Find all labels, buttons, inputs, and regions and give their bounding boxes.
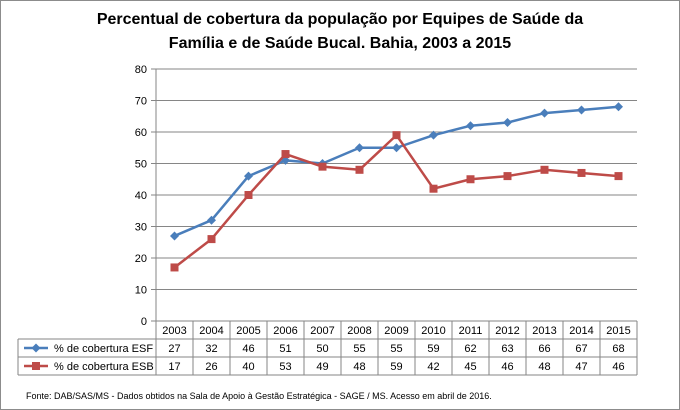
y-tick-label: 30 [135, 222, 147, 234]
table-value: 32 [205, 343, 217, 355]
data-point [540, 165, 549, 174]
table-value: 51 [279, 343, 291, 355]
data-point [429, 130, 438, 140]
y-tick-label: 50 [135, 159, 147, 171]
table-value: 48 [538, 361, 550, 373]
x-tick-label: 2005 [236, 325, 260, 337]
table-value: 46 [612, 361, 624, 373]
series-line-2 [173, 133, 619, 269]
chart-title-line-1: Percentual de cobertura da população por… [96, 11, 584, 28]
source-note: Fonte: DAB/SAS/MS - Dados obtidos na Sal… [26, 391, 492, 401]
chart-title: Percentual de cobertura da população por… [0, 8, 680, 56]
y-tick-label: 80 [135, 64, 147, 76]
table-value: 17 [168, 361, 180, 373]
y-tick-label: 10 [135, 285, 147, 297]
data-point [577, 105, 586, 115]
data-point [207, 235, 216, 244]
table-value: 46 [501, 361, 513, 373]
y-tick-label: 70 [135, 96, 147, 108]
data-point [577, 168, 586, 177]
table-value: 47 [575, 361, 587, 373]
legend-key-marker [31, 343, 41, 353]
y-tick-label: 60 [135, 127, 147, 139]
x-tick-label: 2011 [459, 325, 483, 337]
legend-label: % de cobertura ESF [54, 343, 153, 355]
x-tick-label: 2009 [384, 325, 408, 337]
y-tick-label: 0 [141, 316, 147, 328]
table-value: 67 [575, 343, 587, 355]
data-point [503, 172, 512, 181]
table-value: 48 [353, 361, 365, 373]
data-point [318, 162, 327, 171]
x-tick-label: 2004 [199, 325, 223, 337]
x-tick-label: 2015 [606, 325, 630, 337]
data-point [207, 215, 216, 225]
data-point [614, 102, 623, 112]
data-point [355, 165, 364, 174]
data-point [503, 118, 512, 128]
data-point [466, 175, 475, 184]
table-value: 40 [242, 361, 254, 373]
table-value: 53 [279, 361, 291, 373]
table-value: 55 [390, 343, 402, 355]
data-point [466, 121, 475, 131]
table-value: 45 [464, 361, 476, 373]
x-tick-label: 2013 [532, 325, 556, 337]
x-tick-label: 2007 [310, 325, 334, 337]
legend-key-marker [32, 362, 40, 370]
y-tick-label: 20 [135, 253, 147, 265]
data-point [355, 143, 364, 153]
data-point [281, 150, 290, 159]
table-value: 59 [390, 361, 402, 373]
x-tick-label: 2014 [569, 325, 593, 337]
table-value: 27 [168, 343, 180, 355]
chart-title-line-2: Família e de Saúde Bucal. Bahia, 2003 a … [168, 35, 512, 52]
data-point [170, 263, 179, 272]
table-value: 68 [612, 343, 624, 355]
data-point [170, 231, 179, 241]
x-tick-label: 2012 [495, 325, 519, 337]
table-value: 26 [205, 361, 217, 373]
table-value: 50 [316, 343, 328, 355]
data-point [614, 172, 623, 181]
table-value: 66 [538, 343, 550, 355]
table-value: 62 [464, 343, 476, 355]
data-point [429, 184, 438, 193]
table-value: 49 [316, 361, 328, 373]
x-tick-label: 2006 [273, 325, 297, 337]
table-value: 63 [501, 343, 513, 355]
data-point [392, 143, 401, 153]
table-value: 46 [242, 343, 254, 355]
table-value: 59 [427, 343, 439, 355]
x-tick-label: 2008 [347, 325, 371, 337]
data-point [244, 191, 253, 199]
table-value: 55 [353, 343, 365, 355]
x-tick-label: 2010 [421, 325, 445, 337]
x-tick-label: 2003 [162, 325, 186, 337]
y-tick-label: 40 [135, 190, 147, 202]
data-point [244, 171, 253, 181]
data-point [392, 131, 401, 140]
table-value: 42 [427, 361, 439, 373]
data-point [540, 108, 549, 118]
legend-label: % de cobertura ESB [54, 361, 154, 373]
